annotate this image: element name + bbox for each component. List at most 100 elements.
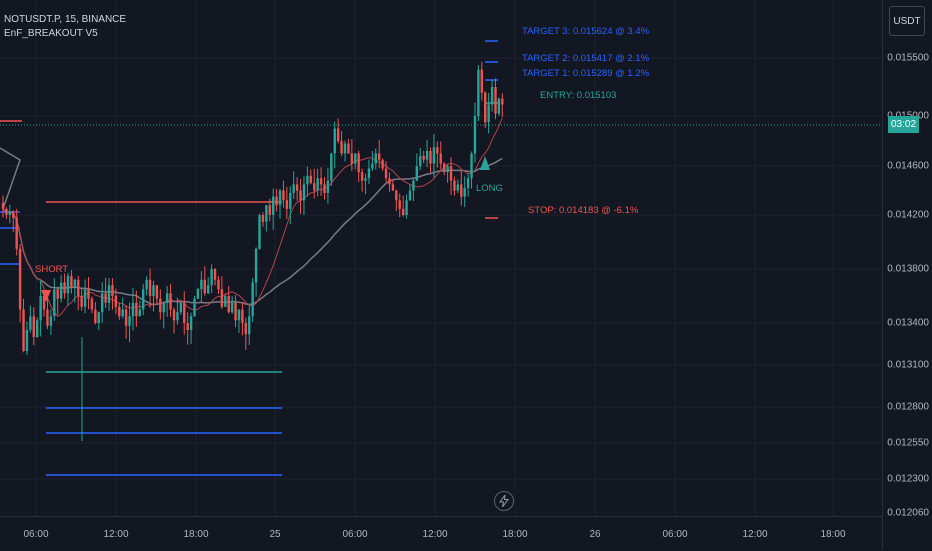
candle-body <box>121 309 124 317</box>
candle-body <box>1 202 5 209</box>
candle-body <box>53 289 56 317</box>
price-tick: 0.012800 <box>887 401 929 413</box>
candle-body <box>179 302 183 313</box>
candle-body <box>374 153 377 164</box>
candle-body <box>94 309 97 323</box>
candle-body <box>494 87 497 114</box>
target1-label: TARGET 1: 0.015289 @ 1.2% <box>522 68 650 79</box>
candle-body <box>480 69 483 93</box>
candle-body <box>210 269 213 286</box>
candle-body <box>162 302 165 313</box>
candle-body <box>333 128 336 154</box>
time-axis[interactable]: 06:00 12:00 18:00 25 06:00 12:00 18:00 2… <box>0 516 882 551</box>
price-tick: 0.015500 <box>887 52 929 64</box>
candle-body <box>128 316 131 326</box>
currency-button[interactable]: USDT <box>889 6 925 36</box>
candle-body <box>207 285 210 294</box>
candle-body <box>234 302 237 321</box>
candle-body <box>367 168 371 179</box>
candle-body <box>309 175 312 184</box>
candle-body <box>196 289 200 299</box>
replay-bolt-button[interactable] <box>494 491 514 511</box>
candle-body <box>49 316 53 326</box>
candle-body <box>289 192 292 209</box>
candle-body <box>316 178 319 191</box>
candle-body <box>142 289 145 310</box>
candle-body <box>244 323 248 335</box>
candle-body <box>449 166 453 181</box>
candle-body <box>384 168 388 179</box>
candle-body <box>224 296 227 307</box>
time-tick: 25 <box>269 529 281 540</box>
candle-body <box>22 309 25 351</box>
candle-body <box>77 279 80 296</box>
candle-body <box>463 188 466 197</box>
candle-body <box>203 279 206 294</box>
candle-body <box>473 116 477 154</box>
candle-body <box>251 282 254 317</box>
candle-body <box>429 151 432 164</box>
candle-body <box>405 200 408 215</box>
grid <box>0 0 882 516</box>
long-signal-marker <box>480 156 490 170</box>
candle-body <box>254 248 258 283</box>
time-tick: 18:00 <box>502 529 528 540</box>
candle-body <box>401 208 405 215</box>
candle-body <box>90 298 94 310</box>
candle-body <box>135 302 138 317</box>
candle-body <box>107 285 111 303</box>
candle-body <box>330 153 333 181</box>
time-tick: 12:00 <box>103 529 129 540</box>
candle-body <box>453 180 456 191</box>
bolt-icon <box>499 495 509 507</box>
candle-body <box>237 309 241 321</box>
candle-body <box>357 153 360 173</box>
candle-body <box>490 87 494 105</box>
candle-body <box>39 296 42 321</box>
candle-body <box>200 279 203 290</box>
candle-body <box>111 285 114 296</box>
candle-body <box>371 163 374 169</box>
candle-body <box>5 208 8 215</box>
price-tick: 0.012060 <box>887 507 929 519</box>
candle-body <box>412 180 415 191</box>
candle-body <box>217 279 220 290</box>
entry-label: ENTRY: 0.015103 <box>540 90 617 101</box>
candle-body <box>131 302 135 317</box>
candle-body <box>360 172 364 181</box>
candle-body <box>425 151 429 160</box>
chart-area[interactable]: NOTUSDT.P, 15, BINANCE EnF_BREAKOUT V5 T… <box>0 0 882 516</box>
candle-body <box>100 293 104 313</box>
time-tick: 12:00 <box>422 529 448 540</box>
price-axis[interactable]: 0.015500 0.015000 0.014600 0.014200 0.01… <box>882 0 932 550</box>
candle-body <box>323 184 326 193</box>
candle-body <box>145 279 148 290</box>
price-chart[interactable] <box>0 0 882 516</box>
candle-body <box>220 289 224 307</box>
time-tick: 18:00 <box>820 529 846 540</box>
candle-body <box>432 147 436 164</box>
candle-body <box>313 183 316 191</box>
short-signal-marker <box>41 290 51 302</box>
candle-body <box>343 143 347 154</box>
candle-body <box>364 178 367 181</box>
time-tick: 06:00 <box>23 529 49 540</box>
candle-body <box>354 153 357 164</box>
candle-body <box>415 166 419 181</box>
candle-body <box>172 309 176 321</box>
candle-body <box>230 302 234 313</box>
candle-body <box>42 296 46 310</box>
price-tick: 0.013400 <box>887 317 929 329</box>
candle-body <box>398 200 401 209</box>
candle-body <box>241 309 244 323</box>
candle-body <box>189 316 193 330</box>
price-tick: 0.014600 <box>887 160 929 172</box>
candle-body <box>408 190 412 201</box>
candle-body <box>261 215 265 222</box>
candle-body <box>326 180 330 193</box>
candle-body <box>15 217 18 249</box>
stop-label: STOP: 0.014183 @ -6.1% <box>528 205 639 216</box>
candle-body <box>36 320 39 337</box>
time-tick: 12:00 <box>742 529 768 540</box>
signal-markers <box>41 156 490 302</box>
